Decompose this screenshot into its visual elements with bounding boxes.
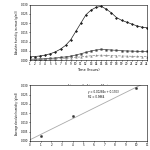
10 x trees [146, 56, 148, 57]
1 trees [34, 58, 36, 60]
4 x 4 trees [44, 54, 46, 56]
1 trees [131, 50, 133, 52]
4 x 4 trees [111, 12, 112, 14]
4 x 4 trees [116, 17, 117, 18]
Point [71, 115, 74, 117]
4 x 4 trees [105, 8, 107, 10]
10 x trees [131, 55, 133, 57]
4 x 4 trees [34, 56, 36, 57]
Point [39, 135, 42, 138]
4 x 4 trees [55, 51, 56, 53]
1 trees [39, 58, 41, 60]
10 x trees [90, 55, 92, 57]
10 x trees [80, 56, 82, 58]
1 trees [90, 50, 92, 52]
Point [135, 87, 138, 89]
4 x 4 trees [90, 9, 92, 11]
1 trees [116, 50, 117, 51]
1 trees [65, 56, 66, 58]
4 x 4 trees [146, 27, 148, 29]
10 x trees [121, 55, 122, 57]
10 x trees [34, 58, 36, 60]
4 x 4 trees [70, 39, 72, 41]
1 trees [29, 58, 31, 60]
4 x 4 trees [50, 53, 51, 55]
4 x 4 trees [121, 19, 122, 21]
1 trees [60, 57, 61, 58]
4 x 4 trees [29, 56, 31, 58]
4 x 4 trees [39, 55, 41, 57]
1 trees [105, 49, 107, 51]
Y-axis label: Absolute humidity increase (g/m3): Absolute humidity increase (g/m3) [15, 11, 19, 54]
10 x trees [60, 58, 61, 59]
4 x 4 trees [75, 31, 77, 32]
10 x trees [136, 55, 138, 57]
10 x trees [44, 58, 46, 60]
1 trees [75, 54, 77, 56]
10 x trees [75, 57, 77, 58]
1 trees [146, 51, 148, 52]
10 x trees [39, 58, 41, 60]
1 trees [121, 50, 122, 52]
10 x trees [55, 58, 56, 60]
4 x 4 trees [131, 23, 133, 25]
1 trees [80, 53, 82, 55]
X-axis label: Time (hours): Time (hours) [77, 68, 100, 72]
10 x trees [85, 55, 87, 57]
1 trees [141, 51, 143, 52]
4 x 4 trees [141, 26, 143, 28]
10 x trees [65, 57, 66, 59]
Line: 10 x trees: 10 x trees [29, 54, 148, 60]
Line: 1 trees: 1 trees [29, 49, 148, 60]
Legend: 1 trees, 4 x 4 trees, 10 x trees: 1 trees, 4 x 4 trees, 10 x trees [64, 84, 113, 88]
4 x 4 trees [85, 14, 87, 16]
1 trees [85, 51, 87, 53]
10 x trees [126, 55, 127, 57]
1 trees [70, 55, 72, 57]
10 x trees [141, 56, 143, 57]
10 x trees [100, 54, 102, 56]
4 x 4 trees [136, 25, 138, 27]
1 trees [136, 50, 138, 52]
10 x trees [105, 54, 107, 56]
4 x 4 trees [100, 5, 102, 7]
4 x 4 trees [126, 21, 127, 23]
1 trees [50, 57, 51, 59]
1 trees [55, 57, 56, 59]
4 x 4 trees [80, 22, 82, 24]
4 x 4 trees [95, 6, 97, 8]
10 x trees [50, 58, 51, 60]
1 trees [100, 49, 102, 50]
4 x 4 trees [60, 48, 61, 50]
10 x trees [95, 54, 97, 56]
1 trees [95, 49, 97, 51]
1 trees [111, 49, 112, 51]
10 x trees [70, 57, 72, 59]
Y-axis label: Average absolute humidity (g/m3): Average absolute humidity (g/m3) [15, 92, 19, 135]
10 x trees [29, 59, 31, 61]
Text: y = 0.00284x + 0.1703
R2 = 0.9864: y = 0.00284x + 0.1703 R2 = 0.9864 [88, 90, 119, 99]
1 trees [44, 58, 46, 60]
Line: 4 x 4 trees: 4 x 4 trees [29, 6, 148, 58]
4 x 4 trees [65, 44, 66, 46]
10 x trees [111, 55, 112, 56]
1 trees [126, 50, 127, 52]
10 x trees [116, 55, 117, 57]
